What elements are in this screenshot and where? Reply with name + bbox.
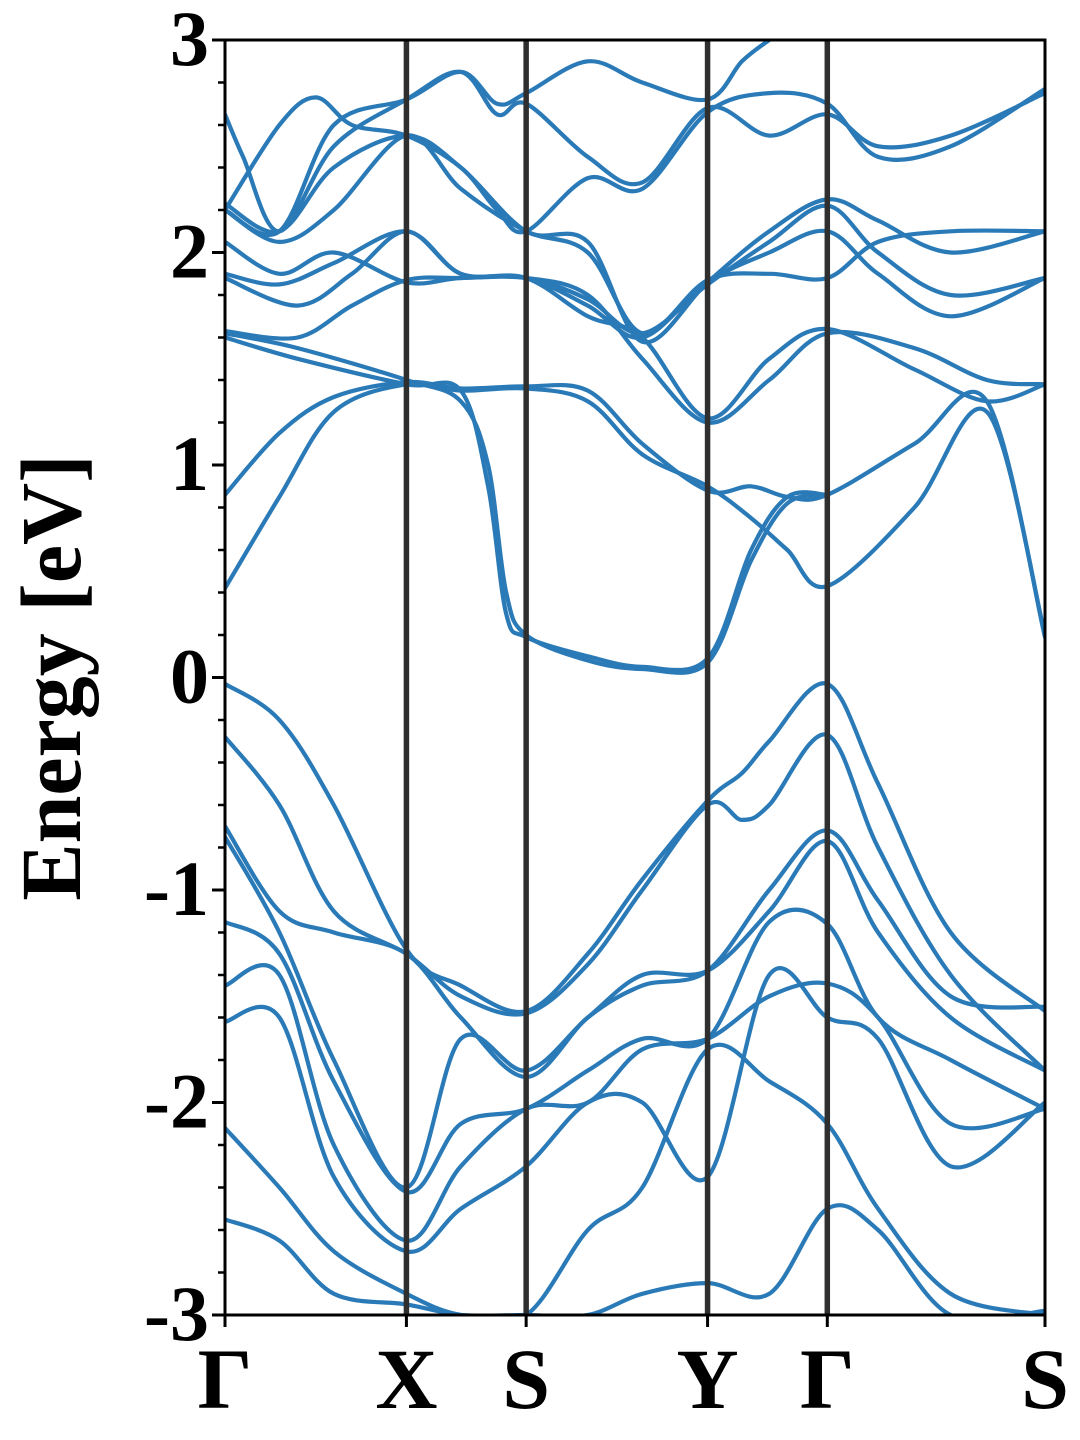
y-axis-label: Energy [eV] <box>3 454 99 901</box>
y-tick-label: 3 <box>170 0 209 82</box>
y-tick-label: -2 <box>144 1058 209 1145</box>
y-tick-label: -1 <box>144 845 209 932</box>
band-line-1 <box>225 381 1045 638</box>
band-line-5 <box>225 274 1045 425</box>
x-tick-label: S <box>1021 1331 1069 1427</box>
band-line-13 <box>225 86 1045 235</box>
y-tick-label: 1 <box>170 420 209 507</box>
bands-group <box>225 40 1045 1315</box>
x-tick-label: X <box>375 1331 437 1427</box>
band-line-2 <box>225 379 1045 640</box>
band-line-11 <box>225 69 1045 234</box>
band-line-22 <box>225 1203 1045 1315</box>
band-line-18 <box>225 907 1045 1195</box>
band-line-8 <box>225 203 1045 336</box>
band-line-20 <box>225 966 1045 1254</box>
band-line-14 <box>225 681 1045 1015</box>
band-line-17 <box>225 834 1045 1190</box>
band-line-21 <box>225 1042 1045 1315</box>
band-line-7 <box>225 228 1045 340</box>
y-axis-ticks: 3 2 1 0 -1 -2 -3 <box>144 0 225 1357</box>
x-tick-label: Γ <box>800 1331 855 1427</box>
band-line-10 <box>225 133 1045 345</box>
x-tick-label: S <box>502 1331 550 1427</box>
x-tick-label: Γ <box>198 1331 253 1427</box>
band-line-9 <box>225 133 1045 336</box>
band-line-16 <box>225 824 1045 1080</box>
y-axis-title: Energy [eV] <box>3 454 99 901</box>
x-tick-label: Y <box>677 1331 739 1427</box>
y-tick-label: -3 <box>144 1270 209 1357</box>
y-tick-label: 0 <box>170 633 209 720</box>
high-symmetry-lines <box>403 40 831 1315</box>
y-tick-label: 2 <box>170 208 209 295</box>
band-line-15 <box>225 732 1045 1073</box>
